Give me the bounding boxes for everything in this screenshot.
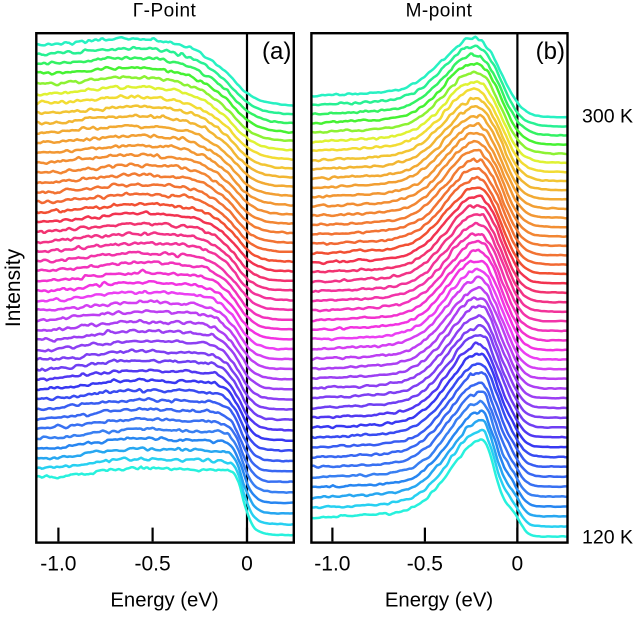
svg-text:(a): (a)	[262, 38, 291, 65]
svg-text:0: 0	[241, 553, 253, 576]
svg-text:Energy (eV): Energy (eV)	[385, 589, 493, 611]
svg-text:120 K: 120 K	[582, 527, 633, 549]
svg-text:-1.0: -1.0	[40, 553, 76, 576]
svg-text:Energy (eV): Energy (eV)	[110, 589, 218, 611]
svg-text:-1.0: -1.0	[314, 553, 350, 576]
svg-text:(b): (b)	[536, 38, 565, 65]
svg-text:-0.5: -0.5	[135, 553, 171, 576]
svg-text:0: 0	[512, 553, 524, 576]
svg-text:Intensity: Intensity	[2, 248, 25, 327]
svg-text:300 K: 300 K	[582, 106, 633, 128]
svg-text:M-point: M-point	[406, 1, 473, 22]
svg-text:Γ-Point: Γ-Point	[133, 1, 197, 22]
svg-text:-0.5: -0.5	[407, 553, 443, 576]
